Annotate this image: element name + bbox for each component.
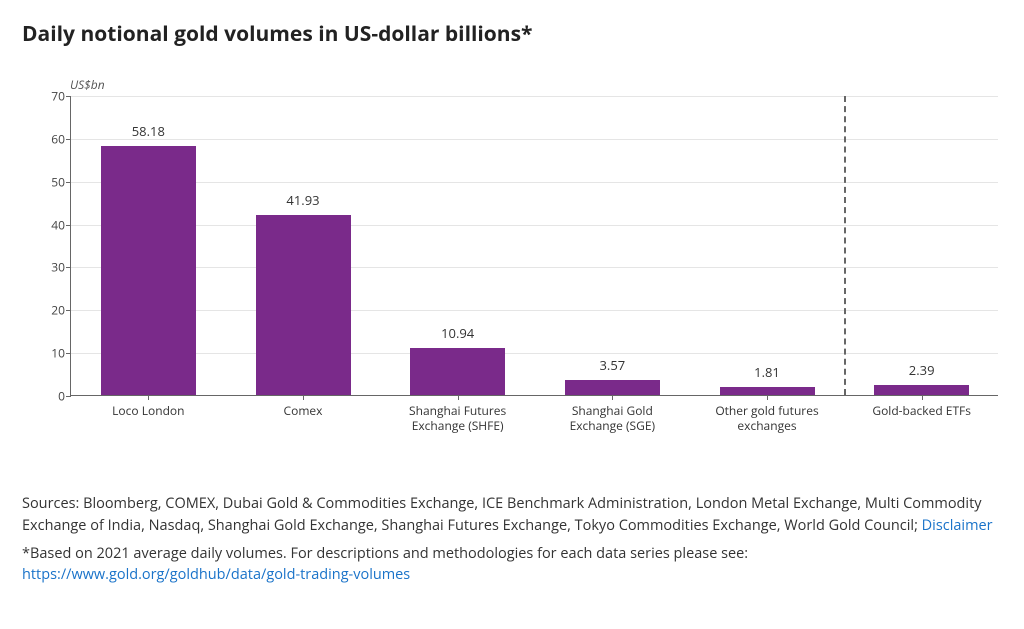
bar: 10.94 — [410, 348, 505, 395]
chart-footer: Sources: Bloomberg, COMEX, Dubai Gold & … — [22, 493, 1002, 586]
gridline — [71, 96, 998, 97]
y-tick-label: 40 — [35, 216, 65, 233]
y-tick-label: 70 — [35, 88, 65, 105]
bar-value-label: 2.39 — [909, 361, 935, 379]
gridline — [71, 225, 998, 226]
y-tick-mark — [66, 96, 71, 97]
y-tick-label: 20 — [35, 302, 65, 319]
y-tick-mark — [66, 225, 71, 226]
gridline — [71, 310, 998, 311]
note-line: *Based on 2021 average daily volumes. Fo… — [22, 543, 1002, 587]
x-tick-mark — [148, 395, 149, 400]
note-link[interactable]: https://www.gold.org/goldhub/data/gold-t… — [22, 565, 410, 584]
x-tick-mark — [922, 395, 923, 400]
y-axis-label: US$bn — [70, 76, 105, 93]
bar-value-label: 1.81 — [754, 363, 780, 381]
sources-line: Sources: Bloomberg, COMEX, Dubai Gold & … — [22, 493, 1002, 537]
gridline — [71, 139, 998, 140]
category-label: Shanghai Gold Exchange (SGE) — [547, 403, 677, 433]
y-tick-mark — [66, 353, 71, 354]
y-tick-label: 30 — [35, 259, 65, 276]
bar-value-label: 10.94 — [441, 324, 474, 342]
x-tick-mark — [303, 395, 304, 400]
category-label: Shanghai Futures Exchange (SHFE) — [393, 403, 523, 433]
x-tick-mark — [458, 395, 459, 400]
gridline — [71, 353, 998, 354]
y-tick-label: 10 — [35, 345, 65, 362]
sources-prefix: Sources: — [22, 494, 83, 513]
x-tick-mark — [767, 395, 768, 400]
y-tick-mark — [66, 182, 71, 183]
y-tick-mark — [66, 139, 71, 140]
bar-value-label: 3.57 — [599, 356, 625, 374]
section-divider — [844, 96, 846, 395]
bar: 58.18 — [101, 146, 196, 395]
bar-value-label: 58.18 — [132, 122, 165, 140]
y-tick-mark — [66, 396, 71, 397]
category-label: Gold-backed ETFs — [857, 403, 987, 418]
bar: 41.93 — [256, 215, 351, 395]
y-tick-label: 0 — [35, 388, 65, 405]
category-label: Other gold futures exchanges — [702, 403, 832, 433]
bar: 3.57 — [565, 380, 660, 395]
gridline — [71, 182, 998, 183]
bar-value-label: 41.93 — [286, 191, 319, 209]
y-tick-label: 50 — [35, 173, 65, 190]
bar: 2.39 — [874, 385, 969, 395]
note-prefix: *Based on 2021 average daily volumes. Fo… — [22, 544, 748, 563]
y-tick-mark — [66, 267, 71, 268]
y-tick-mark — [66, 310, 71, 311]
x-tick-mark — [612, 395, 613, 400]
bar: 1.81 — [720, 387, 815, 395]
y-tick-label: 60 — [35, 130, 65, 147]
chart-title: Daily notional gold volumes in US-dollar… — [22, 20, 1002, 48]
gridline — [71, 267, 998, 268]
plot-area: 01020304050607058.18Loco London41.93Come… — [70, 96, 998, 396]
sources-text: Bloomberg, COMEX, Dubai Gold & Commoditi… — [22, 494, 982, 535]
category-label: Comex — [238, 403, 368, 418]
chart-container: US$bn 01020304050607058.18Loco London41.… — [22, 70, 1002, 485]
category-label: Loco London — [83, 403, 213, 418]
disclaimer-link[interactable]: Disclaimer — [922, 516, 993, 535]
